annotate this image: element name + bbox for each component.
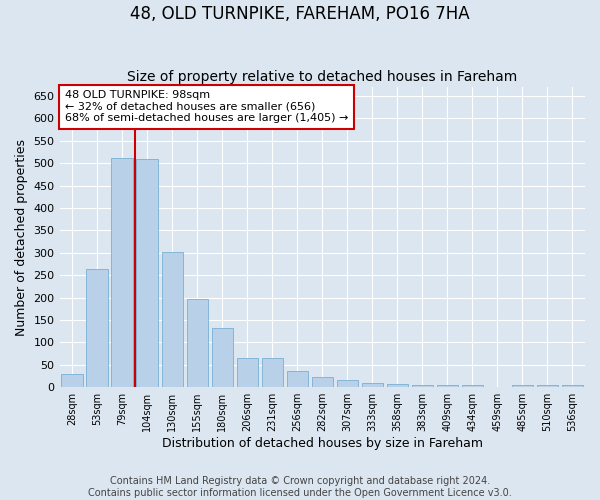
Bar [537, 386, 558, 387]
Bar [61, 374, 83, 387]
Bar [262, 358, 283, 387]
Bar [112, 158, 133, 387]
Bar [437, 385, 458, 387]
Y-axis label: Number of detached properties: Number of detached properties [15, 138, 28, 336]
Title: Size of property relative to detached houses in Fareham: Size of property relative to detached ho… [127, 70, 517, 85]
Bar [362, 382, 383, 387]
Bar [562, 385, 583, 387]
Text: Contains HM Land Registry data © Crown copyright and database right 2024.
Contai: Contains HM Land Registry data © Crown c… [88, 476, 512, 498]
X-axis label: Distribution of detached houses by size in Fareham: Distribution of detached houses by size … [162, 437, 483, 450]
Bar [387, 384, 408, 387]
Bar [136, 158, 158, 387]
Bar [287, 370, 308, 387]
Bar [512, 386, 533, 387]
Bar [212, 328, 233, 387]
Bar [462, 386, 483, 387]
Bar [86, 270, 108, 387]
Bar [187, 300, 208, 387]
Bar [311, 378, 333, 387]
Text: 48, OLD TURNPIKE, FAREHAM, PO16 7HA: 48, OLD TURNPIKE, FAREHAM, PO16 7HA [130, 5, 470, 23]
Bar [236, 358, 258, 387]
Bar [161, 252, 183, 387]
Text: 48 OLD TURNPIKE: 98sqm
← 32% of detached houses are smaller (656)
68% of semi-de: 48 OLD TURNPIKE: 98sqm ← 32% of detached… [65, 90, 348, 124]
Bar [337, 380, 358, 387]
Bar [412, 385, 433, 387]
